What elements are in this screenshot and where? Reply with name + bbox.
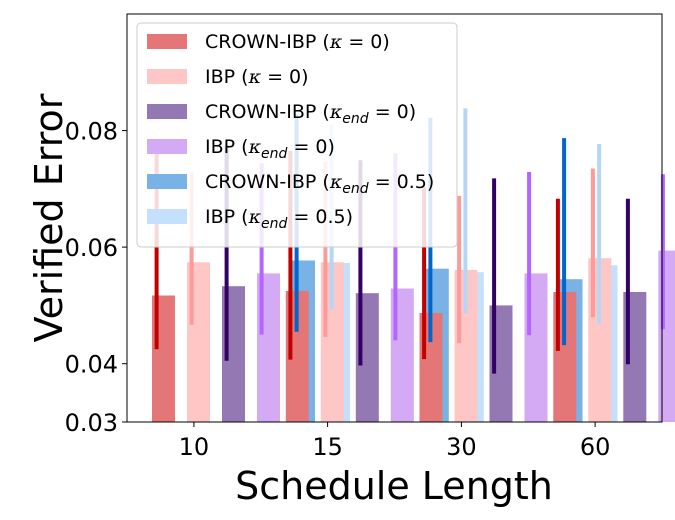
legend-label: CROWN-IBP (κend = 0.5) [205,171,434,197]
legend-swatch [147,34,187,49]
x-tick-label: 60 [580,433,611,461]
x-tick-label: 15 [312,433,343,461]
y-tick-label: 0.06 [65,234,118,262]
y-tick-label: 0.08 [65,118,118,146]
x-tick-label: 10 [179,433,210,461]
bar [658,250,675,422]
x-axis-title: Schedule Length [235,464,553,508]
y-tick-label: 0.03 [65,409,118,437]
legend-swatch [147,139,187,154]
y-tick-label: 0.04 [65,351,118,379]
legend-box [136,22,458,248]
plot-frame [126,13,663,423]
legend: CROWN-IBP (κ = 0) IBP (κ = 0) CROWN-IBP (κ… [136,22,458,248]
x-tick-label: 30 [446,433,477,461]
legend-label: IBP (κend = 0) [205,136,335,162]
legend-label: CROWN-IBP (κ = 0) [205,31,390,53]
legend-label: CROWN-IBP (κend = 0) [205,101,416,127]
legend-swatch [147,174,187,189]
legend-swatch [147,104,187,119]
legend-label: IBP (κend = 0.5) [205,206,353,232]
legend-swatch [147,69,187,84]
y-axis-title: Verified Error [27,93,71,342]
y-axis: 0.03 0.04 0.06 0.08 [65,118,127,437]
x-axis: 10 15 30 60 [179,422,611,461]
legend-label: IBP (κ = 0) [205,66,309,88]
legend-swatch [147,209,187,224]
